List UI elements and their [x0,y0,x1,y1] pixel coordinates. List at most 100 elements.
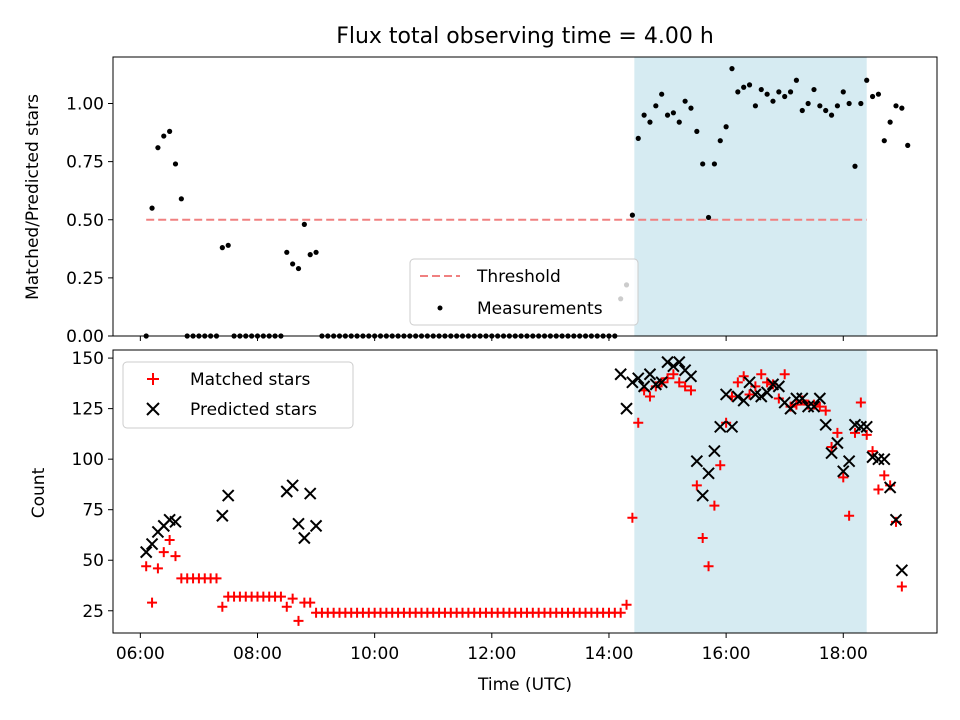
bottom-x-tick-label: 06:00 [116,644,165,664]
matched-point [738,371,749,382]
predicted-point [614,368,627,381]
predicted-point [708,444,721,458]
predicted-point [831,436,844,450]
bottom-y-ticks: 25 50 75 100 125 150 [72,349,113,622]
matched-point [170,551,181,562]
predicted-point [626,376,639,389]
predicted-point [796,392,809,405]
measurement-point [149,205,155,211]
measurement-point [741,84,747,90]
matched-point [217,601,228,612]
measurement-point [723,124,729,130]
measurement-point [629,212,635,218]
measurement-point [793,77,800,83]
bottom-legend: Matched stars Predicted stars [122,361,354,429]
measurement-point [641,112,647,118]
matched-point [164,535,175,546]
measurement-point [846,100,852,107]
matched-point [709,500,720,511]
matched-point [674,377,685,388]
predicted-point [743,376,756,389]
predicted-point [655,376,668,389]
predicted-point [690,454,704,468]
predicted-point [872,452,885,466]
predicted-point [889,513,903,527]
predicted-point [145,537,159,551]
matched-point [147,597,158,608]
matched-point [844,510,855,521]
predicted-point [714,420,727,434]
bottom-x-tick-label: 10:00 [350,644,399,664]
matched-point [873,484,884,495]
measurement-point [290,261,296,267]
top-y-tick-label: 0.50 [66,211,104,231]
measurement-point [178,196,184,202]
legend-measurement-swatch [437,305,443,311]
matched-point [879,470,890,481]
bottom-legend-box [122,361,354,429]
top-legend-box [409,258,639,326]
top-y-tick-label: 0.00 [66,327,104,347]
matched-point [744,389,755,400]
top-shaded-region [634,57,867,336]
measurement-point [770,98,776,104]
matched-point [293,615,304,626]
top-y-tick-label: 0.25 [66,269,104,289]
bottom-y-tick-label: 150 [72,349,104,369]
measurement-point [899,105,905,111]
measurement-point [828,112,835,118]
matched-point [715,460,726,471]
measurement-point [864,77,870,83]
measurement-point [161,133,167,139]
bottom-y-tick-label: 75 [82,501,104,521]
matched-point [615,607,626,618]
predicted-point [286,479,299,492]
measurement-point [752,103,759,109]
predicted-point [667,359,680,373]
predicted-point [755,390,768,403]
measurement-point [659,91,665,97]
predicted-point [620,402,633,415]
matched-point [662,373,673,384]
measurement-point [758,86,764,93]
matched-point [141,561,152,572]
legend-measurement-label: Measurements [477,299,603,319]
measurement-point [905,142,911,148]
measurement-point [670,110,676,116]
predicted-point [813,392,827,405]
predicted-point [643,368,657,381]
measurement-point [746,82,753,88]
measurement-point [729,66,735,72]
predicted-point [854,420,868,434]
measurement-point [635,135,641,141]
measurement-point [664,112,671,118]
predicted-point [878,452,891,466]
predicted-point [819,418,832,432]
matched-point [281,601,292,612]
measurement-point [805,100,811,107]
predicted-point [772,380,786,393]
predicted-point [309,519,323,533]
measurement-point [852,163,858,169]
predicted-point [842,454,856,468]
measurement-point [711,161,718,167]
predicted-point [760,386,774,399]
measurement-point [688,105,694,111]
predicted-point [632,372,645,385]
chart-title: Flux total observing time = 4.00 h [336,24,714,49]
top-y-ticks: 0.00 0.25 0.50 0.75 1.00 [66,95,113,347]
predicted-points [139,355,909,577]
matched-point [697,532,708,543]
bottom-x-tick-label: 14:00 [584,644,633,664]
bottom-x-ticks: 06:00 08:00 10:00 12:00 14:00 16:00 18:00 [116,633,868,664]
predicted-point [719,388,733,401]
legend-predicted-label: Predicted stars [190,400,317,420]
measurement-point [313,249,319,255]
predicted-point [825,446,838,460]
predicted-point [860,420,873,434]
matched-point [832,427,843,438]
measurement-point [647,119,653,125]
matched-points [141,369,907,626]
matched-point [896,581,907,592]
predicted-point [673,355,686,369]
